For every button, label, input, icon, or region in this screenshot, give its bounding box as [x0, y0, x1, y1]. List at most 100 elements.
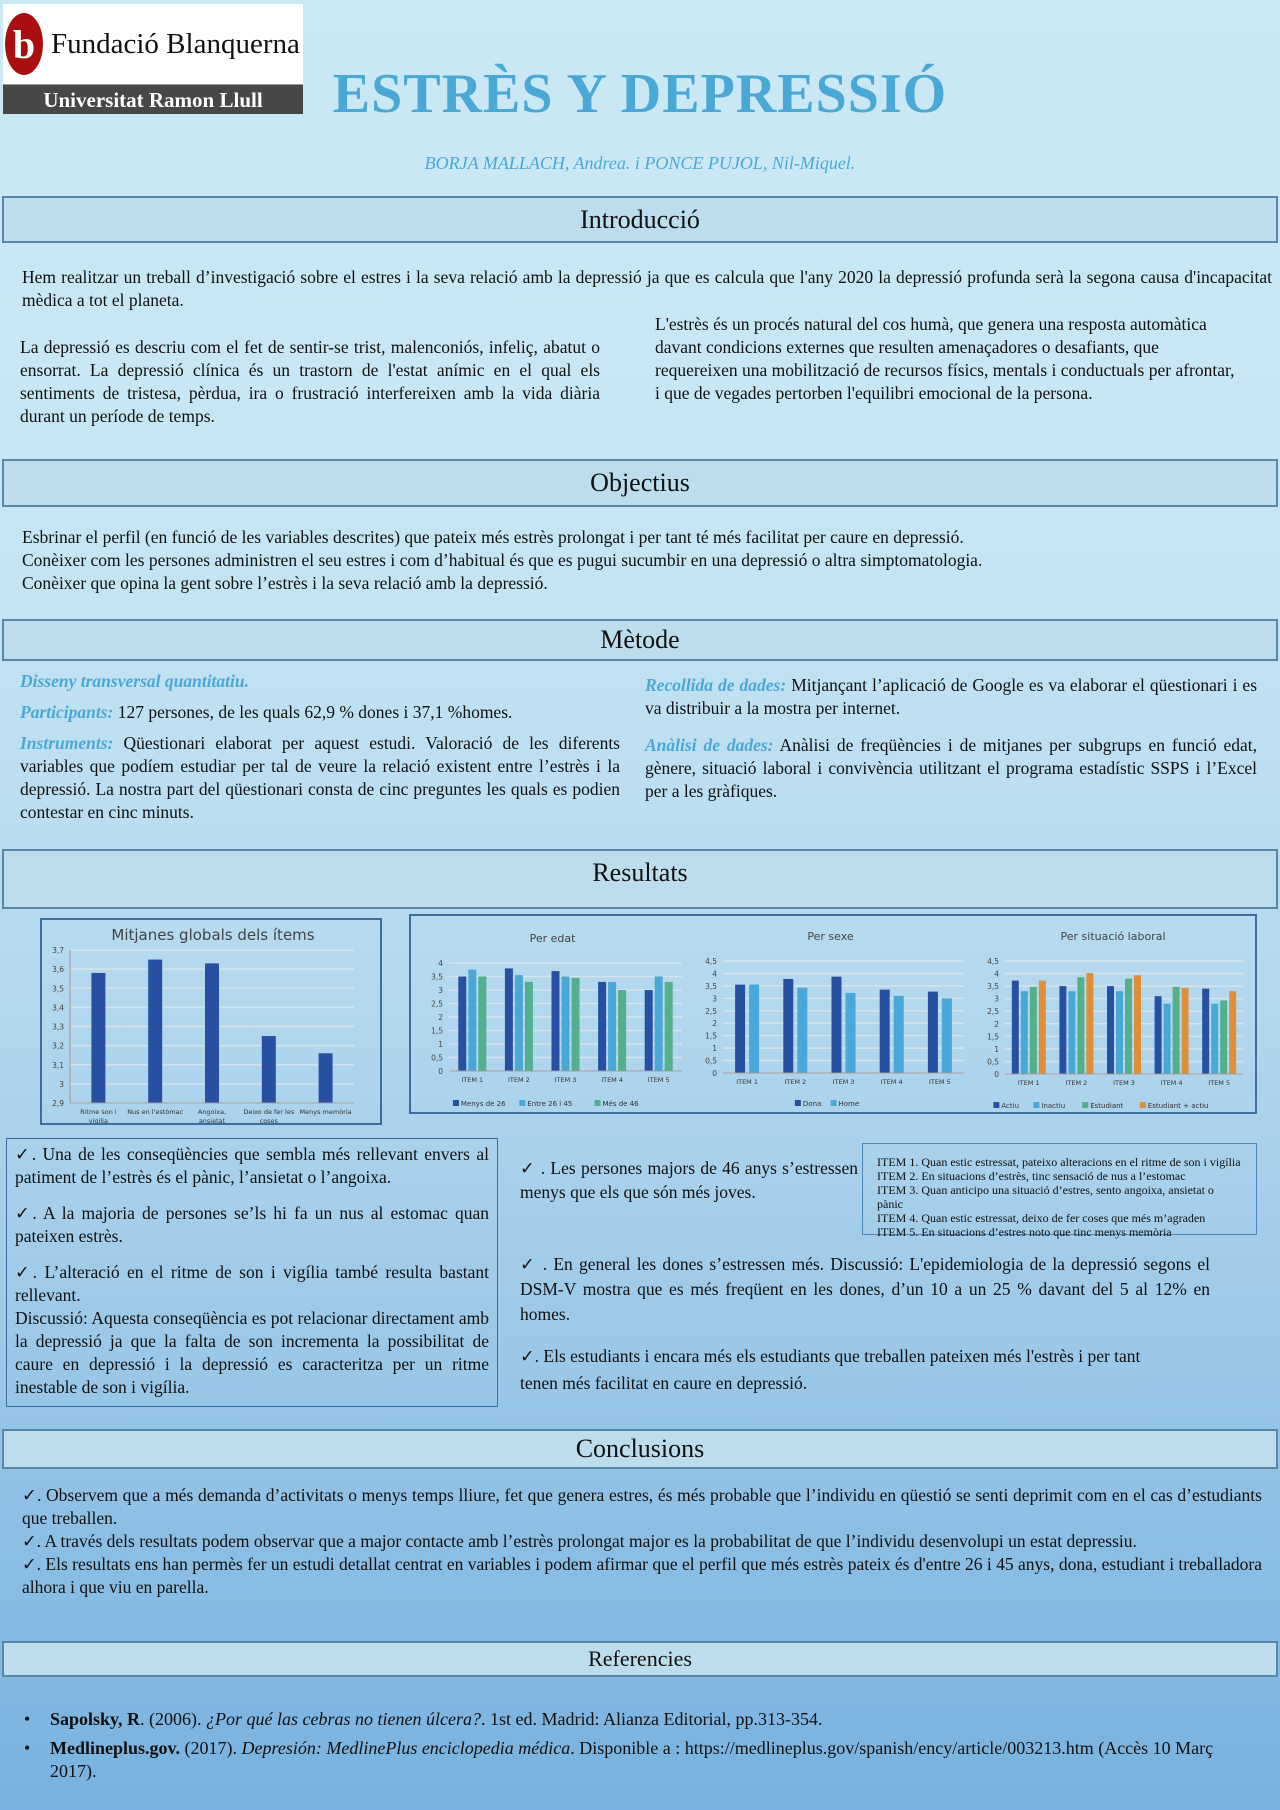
objective-1: Esbrinar el perfil (en funció de les var… [22, 527, 964, 547]
bar [845, 992, 856, 1073]
y-tick-label: 2 [994, 1020, 999, 1029]
y-tick-label: 0,5 [431, 1054, 443, 1063]
y-tick-label: 3,6 [52, 965, 64, 974]
y-tick-label: 4,5 [987, 957, 999, 966]
discussio-son: Discussió: Aquesta conseqüència es pot r… [15, 1308, 489, 1397]
y-tick-label: 3,5 [52, 984, 64, 993]
heading-introduccio: Introducció [2, 196, 1278, 243]
legend-label: Actiu [1001, 1102, 1019, 1110]
y-tick-label: 0,5 [987, 1057, 999, 1066]
y-tick-label: 1 [438, 1040, 443, 1049]
x-tick-label: Angoixa, [198, 1108, 226, 1116]
item-1: ITEM 1. Quan estic estressat, pateixo al… [877, 1155, 1241, 1169]
intro-paragraph-2: La depressió es descriu com el fet de se… [20, 337, 600, 426]
discussio-sexe: Discussió: L'epidemiologia de la depress… [520, 1254, 1210, 1324]
y-tick-label: 4 [712, 969, 717, 978]
x-tick-label: ITEM 4 [601, 1076, 623, 1084]
legend-swatch [1139, 1102, 1146, 1108]
y-tick-label: 3,3 [52, 1023, 64, 1032]
bar [318, 1053, 333, 1103]
heading-referencies: Referencies [2, 1641, 1278, 1677]
disseny: Disseny transversal quantitatiu. [20, 671, 250, 691]
objective-3: Conèixer que opina la gent sobre l’estrè… [22, 573, 548, 593]
instruments-text: Qüestionari elaborat per aquest estudi. … [20, 733, 620, 822]
x-tick-label: ITEM 5 [929, 1078, 951, 1086]
y-tick-label: 1,5 [431, 1027, 443, 1036]
intro-paragraph-1: Hem realitzar un treball d’investigació … [22, 267, 1272, 310]
legend-label: Més de 46 [603, 1100, 640, 1108]
y-tick-label: 2 [712, 1019, 717, 1028]
chart-per-sexe: Per sexe 0 0,5 1 1,5 2 2,5 3 3,5 4 4,5 ITEM 1 ITEM 2… [705, 930, 964, 1108]
bar [561, 976, 570, 1071]
y-tick-label: 2 [438, 1013, 443, 1022]
bar [783, 978, 794, 1073]
x-tick-label: ITEM 5 [1208, 1079, 1230, 1087]
x-tick-label: ITEM 4 [1161, 1079, 1183, 1087]
result-sexe-text: ✓ . En general les dones s’estressen més… [520, 1254, 825, 1274]
y-tick-label: 0 [994, 1070, 999, 1079]
bar [571, 977, 580, 1071]
bar [618, 990, 627, 1071]
heading-conclusions: Conclusions [2, 1429, 1278, 1469]
instruments-label: Instruments: [20, 733, 114, 753]
result-laboral: ✓. Els estudiants i encara més els estud… [520, 1346, 1141, 1393]
y-tick-label: 1 [712, 1044, 717, 1053]
bar [478, 976, 487, 1071]
conclusion-2: ✓. A través dels resultats podem observa… [22, 1531, 1137, 1551]
y-tick-label: 1,5 [987, 1032, 999, 1041]
analisi-label: Anàlisi de dades: [645, 735, 774, 755]
x-tick-label: Nus en l'estòmac [127, 1108, 183, 1116]
bar [1059, 986, 1067, 1074]
chart-per-situacio-laboral: Per situació laboral 0 0,5 1 1,5 2 2,5 3 3,5 4 4,5… [987, 930, 1243, 1110]
y-tick-label: 3,5 [431, 973, 443, 982]
bar [735, 984, 746, 1073]
results-left-box: ✓. Una de les conseqüències que sembla m… [6, 1138, 498, 1407]
bar [941, 998, 952, 1073]
bar [1077, 977, 1085, 1074]
ref-year: (2017). [180, 1738, 242, 1758]
legend-label: Inactiu [1041, 1102, 1065, 1110]
legend-swatch [452, 1100, 459, 1106]
items-legend-box: ITEM 1. Quan estic estressat, pateixo al… [862, 1143, 1257, 1239]
result-panic: ✓. Una de les conseqüències que sembla m… [15, 1144, 489, 1187]
result-edat: ✓ . Les persones majors de 46 anys s’est… [520, 1158, 858, 1202]
legend-swatch [1033, 1102, 1040, 1108]
y-tick-label: 3,1 [52, 1061, 64, 1070]
y-tick-label: 4,5 [705, 957, 717, 966]
x-tick-label: ITEM 2 [508, 1076, 530, 1084]
bar [1011, 980, 1019, 1074]
bar [1086, 973, 1094, 1074]
ref-details: . 1st ed. Madrid: Alianza Editorial, pp.… [481, 1709, 823, 1729]
legend-label: Menys de 26 [461, 1100, 506, 1108]
legend-swatch [830, 1100, 837, 1106]
bar [1125, 978, 1132, 1074]
legend-swatch [1082, 1102, 1089, 1108]
bar [468, 969, 477, 1071]
bar [148, 959, 163, 1103]
x-tick-label: ITEM 3 [555, 1076, 577, 1084]
y-tick-label: 0 [438, 1067, 443, 1076]
bar [664, 981, 673, 1071]
heading-metode: Mètode [2, 619, 1278, 661]
bar [598, 981, 607, 1071]
reference-item: Medlineplus.gov. (2017). Depresión: Medl… [20, 1737, 1250, 1783]
conclusion-1: ✓. Observem que a més demanda d’activita… [22, 1485, 1262, 1528]
y-tick-label: 3,5 [987, 982, 999, 991]
bar [1107, 986, 1114, 1074]
legend-swatch [794, 1100, 801, 1106]
bar [1020, 991, 1028, 1074]
item-2: ITEM 2. En situacions d’estrès, tinc sen… [877, 1169, 1186, 1183]
y-tick-label: 2,9 [52, 1099, 64, 1108]
y-tick-label: 3,2 [52, 1042, 64, 1051]
bar [797, 987, 808, 1073]
bar [1116, 991, 1123, 1074]
charts-panel: Per edat 0 0,5 1 1,5 2 2,5 3 3,5 4 ITEM 1 ITEM 2 ITE… [409, 914, 1257, 1114]
bar [893, 995, 904, 1073]
participants-label: Participants: [20, 702, 114, 722]
y-tick-label: 3 [59, 1080, 64, 1089]
references-list: Sapolsky, R. (2006). ¿Por qué las cebras… [20, 1708, 1250, 1789]
y-tick-label: 0 [712, 1069, 717, 1078]
intro-paragraph-3: L'estrès és un procés natural del cos hu… [655, 314, 1235, 403]
result-nus-estomac: ✓. A la majoria de persones se’ls hi fa … [15, 1203, 489, 1246]
heading-objectius: Objectius [2, 459, 1278, 507]
